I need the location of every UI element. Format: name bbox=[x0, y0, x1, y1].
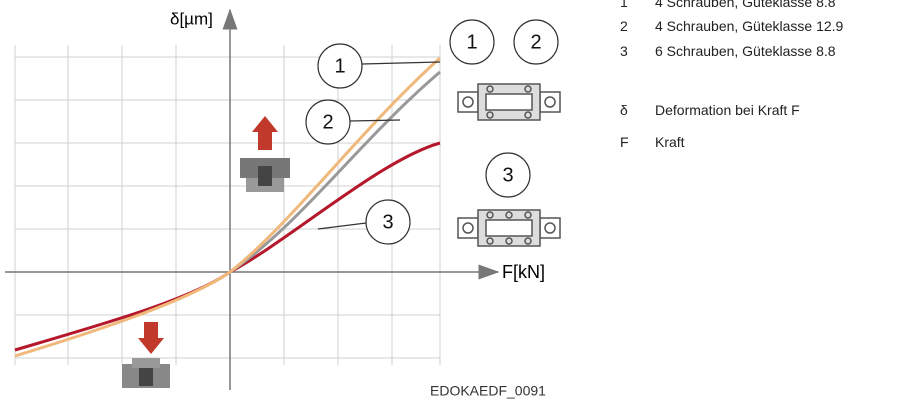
mounting-label: 3 bbox=[502, 164, 513, 186]
legend-text: 4 Schrauben, Güteklasse 12.9 bbox=[655, 18, 844, 34]
legend-text: Kraft bbox=[655, 134, 685, 150]
legend-key: 2 bbox=[620, 18, 628, 34]
legend-text: Deformation bei Kraft F bbox=[655, 102, 800, 118]
curve-1 bbox=[14, 56, 442, 358]
block-icon bbox=[457, 209, 561, 247]
callouts bbox=[305, 19, 559, 245]
legend-text: 4 Schrauben, Güteklasse 8.8 bbox=[655, 0, 836, 10]
legend-key: δ bbox=[620, 102, 628, 118]
block-icon bbox=[457, 83, 561, 121]
carriage-up bbox=[240, 116, 290, 192]
figure-id: EDOKAEDF_0091 bbox=[430, 383, 546, 399]
y-label: δ[µm] bbox=[170, 9, 213, 28]
curve-2 bbox=[229, 70, 441, 274]
curve-3 bbox=[14, 141, 441, 352]
legend-key: 1 bbox=[620, 0, 628, 10]
mounting-label: 2 bbox=[530, 31, 541, 53]
legend-key: F bbox=[620, 134, 629, 150]
legend-text: 6 Schrauben, Güteklasse 8.8 bbox=[655, 43, 836, 59]
mounting-label: 1 bbox=[466, 31, 477, 53]
carriage-down bbox=[122, 322, 170, 388]
legend-key: 3 bbox=[620, 43, 628, 59]
diagram: δ[µm] F[kN] 1 2 3 1 2 3 bbox=[5, 8, 561, 399]
x-label: F[kN] bbox=[502, 262, 545, 282]
callout: 2 bbox=[322, 111, 333, 133]
callout: 3 bbox=[382, 211, 393, 233]
callout: 1 bbox=[334, 55, 345, 77]
